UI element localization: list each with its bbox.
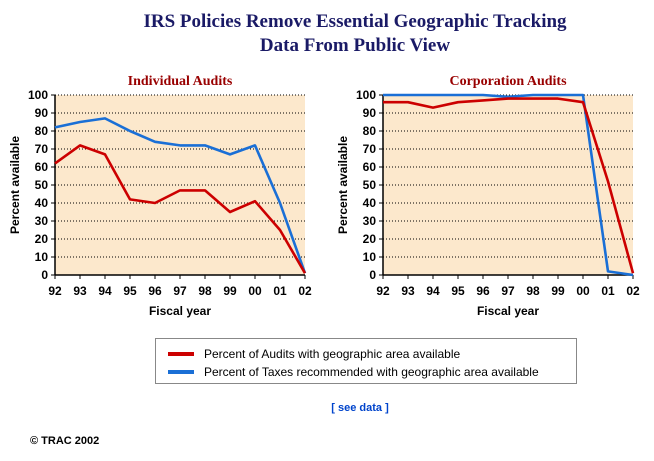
corporation-y-tick-label: 20 (363, 232, 377, 246)
individual-y-axis-label: Percent available (8, 136, 22, 234)
corporation-series-line-taxes (383, 93, 634, 277)
corporation-y-tick-label: 30 (363, 214, 377, 228)
individual-x-tick-label: 97 (173, 284, 187, 298)
copyright: © TRAC 2002 (30, 435, 100, 447)
corporation-y-tick-label: 60 (363, 160, 377, 174)
legend: Percent of Audits with geographic area a… (155, 338, 577, 384)
individual-y-tick-label: 10 (35, 250, 49, 264)
individual-x-tick-label: 98 (198, 284, 212, 298)
individual-x-tick-label: 99 (223, 284, 237, 298)
individual-x-tick-label: 92 (48, 284, 62, 298)
individual-x-tick-label: 93 (73, 284, 87, 298)
see-data-link[interactable]: [ see data ] (331, 402, 389, 414)
corporation-series-line-audits (383, 97, 635, 274)
individual-x-tick-label: 00 (248, 284, 262, 298)
corporation-y-axis-label: Percent available (336, 136, 350, 234)
individual-y-tick-label: 60 (35, 160, 49, 174)
individual-y-tick-label: 40 (35, 196, 49, 210)
individual-x-axis-label: Fiscal year (149, 304, 211, 318)
legend-item-audits: Percent of Audits with geographic area a… (168, 345, 460, 363)
corporation-x-tick-label: 00 (576, 284, 590, 298)
corporation-y-tick-label: 10 (363, 250, 377, 264)
page-title-line-1: IRS Policies Remove Essential Geographic… (143, 11, 567, 32)
individual-y-tick-label: 20 (35, 232, 49, 246)
individual-x-tick-label: 01 (273, 284, 287, 298)
corporation-y-tick-label: 50 (363, 178, 377, 192)
individual-x-tick-label: 95 (123, 284, 137, 298)
individual-series-line-taxes (54, 117, 307, 274)
individual-y-tick-label: 30 (35, 214, 49, 228)
see-data-container: [ see data ] (0, 402, 654, 414)
legend-label-audits: Percent of Audits with geographic area a… (204, 347, 461, 361)
corporation-y-tick-label: 70 (363, 142, 377, 156)
legend-label-taxes: Percent of Taxes recommended with geogra… (204, 365, 539, 379)
page-title-line-2: Data From Public View (259, 35, 451, 56)
corporation-y-tick-label: 100 (356, 88, 376, 102)
individual-y-tick-label: 90 (35, 106, 49, 120)
individual-y-tick-label: 80 (35, 124, 49, 138)
individual-y-tick-label: 0 (41, 268, 48, 282)
corporation-chart-title: Corporation Audits (449, 74, 567, 89)
page-title: IRS Policies Remove Essential Geographic… (0, 10, 654, 58)
corporation-x-tick-label: 96 (476, 284, 490, 298)
corporation-x-tick-label: 01 (601, 284, 615, 298)
corporation-y-tick-label: 90 (363, 106, 377, 120)
corporation-y-tick-label: 80 (363, 124, 377, 138)
individual-y-tick-label: 100 (28, 88, 48, 102)
corporation-x-tick-label: 95 (451, 284, 465, 298)
corporation-x-axis-label: Fiscal year (477, 304, 539, 318)
corporation-x-tick-label: 92 (376, 284, 390, 298)
corporation-x-tick-label: 94 (426, 284, 440, 298)
individual-x-tick-label: 96 (148, 284, 162, 298)
legend-item-taxes: Percent of Taxes recommended with geogra… (168, 363, 539, 381)
corporation-y-tick-label: 40 (363, 196, 377, 210)
individual-y-tick-label: 50 (35, 178, 49, 192)
individual-chart-title: Individual Audits (128, 74, 233, 89)
corporation-x-tick-label: 99 (551, 284, 565, 298)
corporation-x-tick-label: 93 (401, 284, 415, 298)
corporation-x-tick-label: 97 (501, 284, 515, 298)
corporation-x-tick-label: 98 (526, 284, 540, 298)
corporation-y-tick-label: 0 (369, 268, 376, 282)
individual-series-line-audits (54, 144, 307, 274)
legend-swatch-taxes (168, 370, 194, 374)
individual-x-tick-label: 02 (298, 284, 312, 298)
individual-x-tick-label: 94 (98, 284, 112, 298)
corporation-x-tick-label: 02 (626, 284, 640, 298)
individual-y-tick-label: 70 (35, 142, 49, 156)
individual-plot-area (55, 95, 305, 275)
legend-swatch-audits (168, 352, 194, 356)
